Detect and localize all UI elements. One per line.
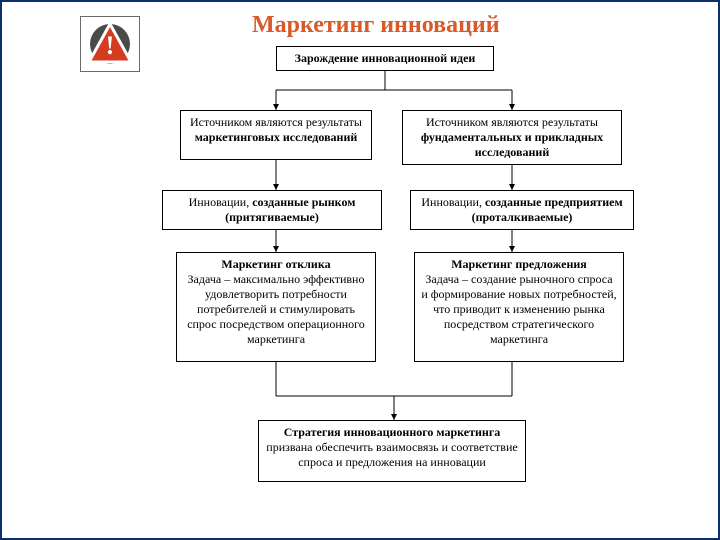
node-final-span: Стратегия инновационного маркетинга [284, 425, 501, 439]
node-final-span: призвана обеспечить взаимосвязь и соотве… [266, 440, 517, 469]
node-innR: Инновации, созданные предприятием (прота… [410, 190, 634, 230]
node-srcR-span: фундаментальных и прикладных исследовани… [421, 130, 603, 159]
node-innR-span: Инновации, [421, 195, 485, 209]
node-mktR-span: Маркетинг предложения [451, 257, 587, 271]
node-root-span: Зарождение инновационной идеи [295, 51, 476, 65]
node-srcR: Источником являются результаты фундамент… [402, 110, 622, 165]
node-innL: Инновации, созданные рынком (притягиваем… [162, 190, 382, 230]
node-srcL: Источником являются результаты маркетинг… [180, 110, 372, 160]
page-title: Маркетинг инноваций [252, 12, 500, 39]
node-mktL: Маркетинг откликаЗадача – максимально эф… [176, 252, 376, 362]
node-mktR: Маркетинг предложенияЗадача – создание р… [414, 252, 624, 362]
node-mktR-span: Задача – создание рыночного спроса и фор… [421, 272, 616, 346]
node-srcL-span: маркетинговых исследований [195, 130, 358, 144]
node-srcL-span: Источником являются результаты [190, 115, 362, 129]
node-root: Зарождение инновационной идеи [276, 46, 494, 71]
node-final: Стратегия инновационного маркетингапризв… [258, 420, 526, 482]
node-mktL-span: Маркетинг отклика [221, 257, 330, 271]
alert-icon: ! [80, 16, 140, 72]
node-innR-span: созданные предприятием (проталкиваемые) [472, 195, 623, 224]
node-mktL-span: Задача – максимально эффективно удовлетв… [187, 272, 365, 346]
node-innL-span: Инновации, [189, 195, 253, 209]
alert-mark: ! [106, 31, 115, 60]
node-srcR-span: Источником являются результаты [426, 115, 598, 129]
